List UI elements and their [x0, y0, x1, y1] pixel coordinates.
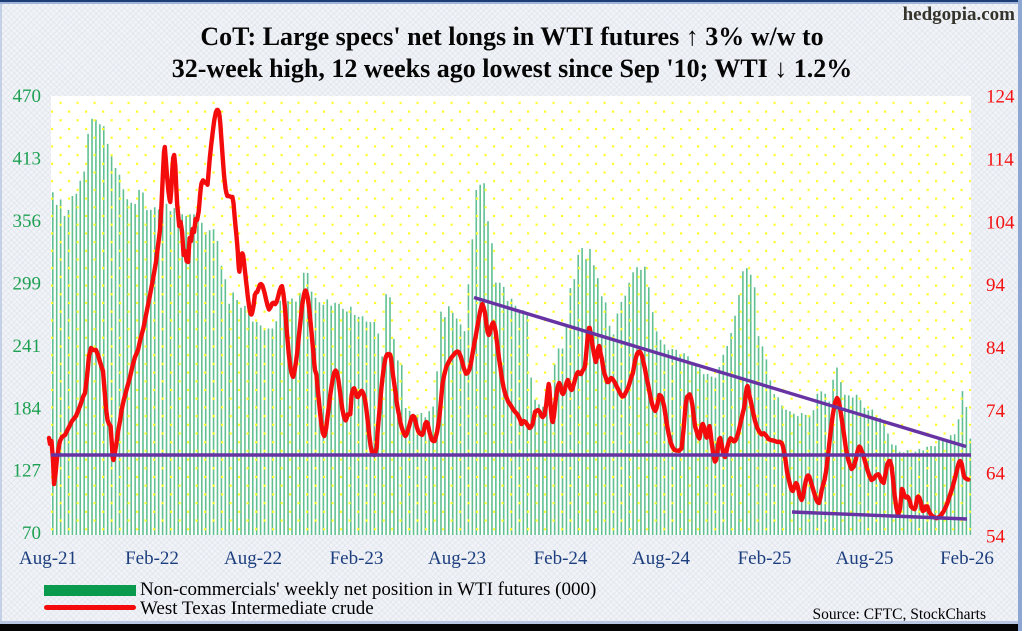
- svg-text:127: 127: [13, 461, 42, 482]
- svg-text:Aug-22: Aug-22: [224, 548, 282, 569]
- svg-text:356: 356: [13, 211, 42, 232]
- svg-text:Aug-24: Aug-24: [632, 548, 691, 569]
- svg-text:114: 114: [986, 149, 1014, 170]
- svg-text:94: 94: [986, 275, 1006, 296]
- svg-text:Aug-25: Aug-25: [835, 548, 893, 569]
- svg-text:Feb-24: Feb-24: [534, 548, 588, 569]
- svg-text:Feb-26: Feb-26: [940, 548, 994, 569]
- svg-text:Aug-21: Aug-21: [19, 548, 77, 569]
- svg-text:124: 124: [986, 87, 1015, 108]
- svg-text:Aug-23: Aug-23: [428, 548, 486, 569]
- svg-text:184: 184: [13, 398, 42, 419]
- svg-text:470: 470: [13, 86, 42, 107]
- svg-text:54: 54: [986, 527, 1006, 548]
- svg-text:413: 413: [13, 149, 42, 170]
- svg-text:241: 241: [13, 336, 42, 357]
- svg-text:104: 104: [986, 212, 1015, 233]
- svg-text:Feb-22: Feb-22: [125, 548, 179, 569]
- svg-text:Feb-23: Feb-23: [330, 548, 384, 569]
- svg-text:74: 74: [986, 401, 1006, 422]
- svg-text:70: 70: [22, 523, 41, 544]
- svg-text:Feb-25: Feb-25: [738, 548, 792, 569]
- svg-text:84: 84: [986, 338, 1006, 359]
- svg-text:299: 299: [13, 274, 42, 295]
- svg-text:64: 64: [986, 464, 1006, 485]
